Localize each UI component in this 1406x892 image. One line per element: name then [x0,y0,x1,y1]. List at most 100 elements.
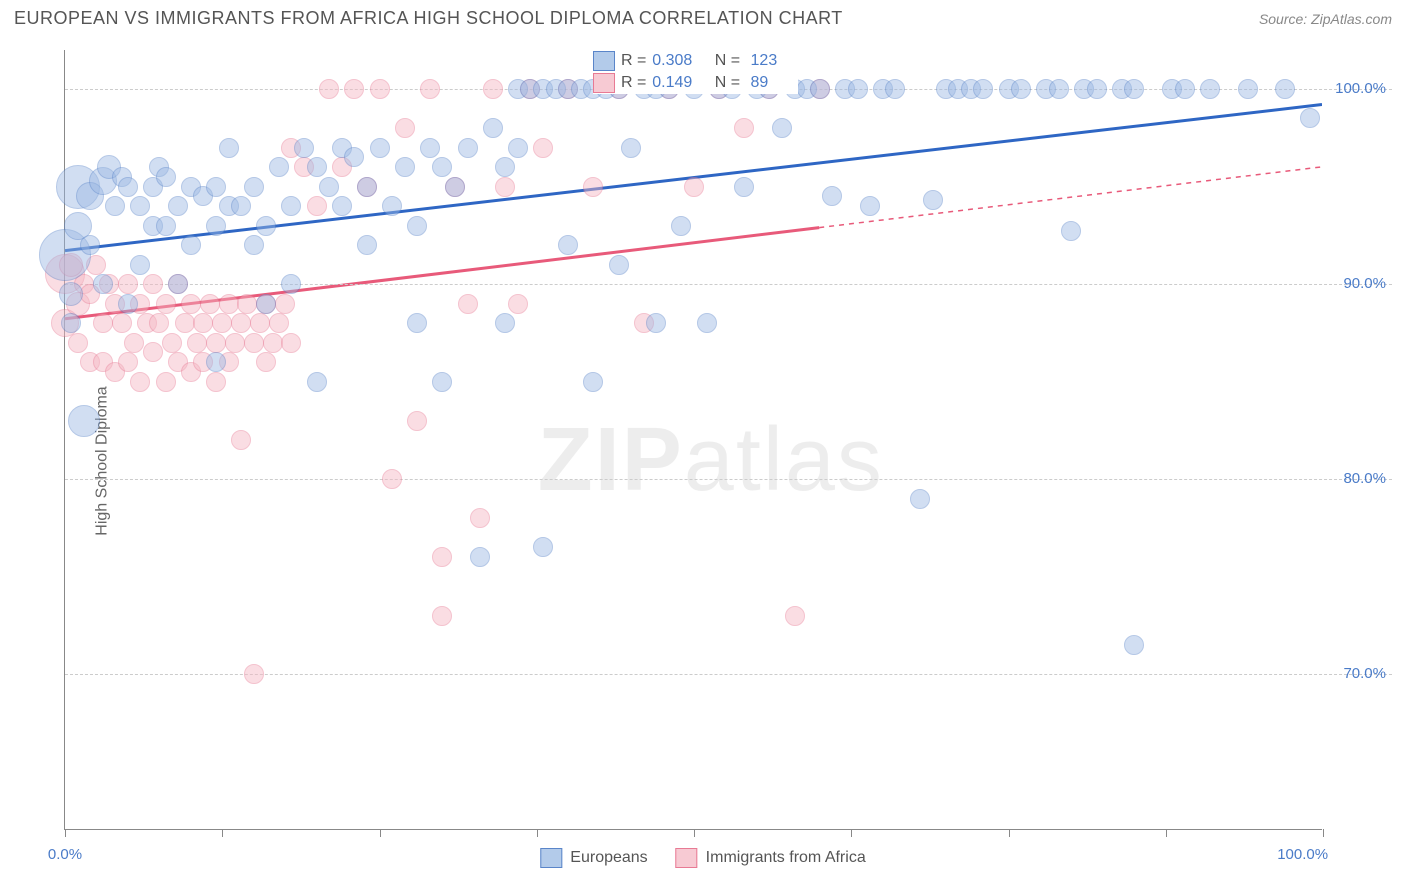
data-point [508,294,528,314]
chart-title: EUROPEAN VS IMMIGRANTS FROM AFRICA HIGH … [14,8,843,29]
data-point [923,190,943,210]
x-tick [222,829,223,837]
data-point [395,118,415,138]
data-point [1175,79,1195,99]
swatch-icon [593,51,615,71]
data-point [432,606,452,626]
data-point [407,411,427,431]
data-point [118,294,138,314]
series-legend: Europeans Immigrants from Africa [540,848,865,868]
data-point [495,313,515,333]
data-point [219,138,239,158]
data-point [187,333,207,353]
x-tick-label: 0.0% [48,846,82,863]
data-point [61,313,81,333]
data-point [609,255,629,275]
data-point [420,79,440,99]
data-point [332,196,352,216]
data-point [445,177,465,197]
data-point [256,294,276,314]
data-point [244,664,264,684]
data-point [734,177,754,197]
data-point [244,235,264,255]
data-point [1124,635,1144,655]
data-point [118,177,138,197]
stats-legend: R =0.308 N = 123R =0.149 N = 89 [593,50,798,94]
data-point [1300,108,1320,128]
data-point [772,118,792,138]
y-tick-label: 80.0% [1343,470,1386,487]
data-point [370,138,390,158]
data-point [244,333,264,353]
data-point [193,313,213,333]
x-tick [851,829,852,837]
data-point [697,313,717,333]
data-point [432,157,452,177]
data-point [1049,79,1069,99]
data-point [1087,79,1107,99]
data-point [80,235,100,255]
data-point [860,196,880,216]
x-tick [1323,829,1324,837]
data-point [319,79,339,99]
data-point [1238,79,1258,99]
data-point [458,138,478,158]
data-point [130,255,150,275]
data-point [734,118,754,138]
y-tick-label: 90.0% [1343,275,1386,292]
data-point [256,352,276,372]
data-point [307,372,327,392]
data-point [206,216,226,236]
stats-row: R =0.308 N = 123 [593,50,798,72]
data-point [508,138,528,158]
data-point [583,177,603,197]
data-point [533,138,553,158]
x-tick [694,829,695,837]
data-point [105,196,125,216]
data-point [281,196,301,216]
stat-r-value: 0.308 [652,52,704,70]
stat-n-value: 89 [746,74,798,92]
legend-label: Immigrants from Africa [706,849,866,867]
data-point [785,606,805,626]
data-point [621,138,641,158]
data-point [684,177,704,197]
data-point [206,352,226,372]
data-point [407,313,427,333]
data-point [1124,79,1144,99]
stat-r-label: R = [621,52,646,70]
data-point [59,282,83,306]
stats-row: R =0.149 N = 89 [593,72,798,94]
data-point [395,157,415,177]
data-point [281,274,301,294]
data-point [458,294,478,314]
data-point [118,274,138,294]
swatch-icon [540,848,562,868]
legend-item: Immigrants from Africa [676,848,866,868]
data-point [68,333,88,353]
data-point [973,79,993,99]
data-point [1061,221,1081,241]
swatch-icon [676,848,698,868]
data-point [382,196,402,216]
data-point [231,430,251,450]
legend-item: Europeans [540,848,647,868]
data-point [483,79,503,99]
trend-lines [65,50,1322,829]
trend-line-dashed [819,167,1322,228]
data-point [175,313,195,333]
data-point [250,313,270,333]
data-point [307,157,327,177]
plot-area: ZIPatlas R =0.308 N = 123R =0.149 N = 89… [64,50,1322,830]
data-point [344,79,364,99]
data-point [1011,79,1031,99]
data-point [1275,79,1295,99]
data-point [533,537,553,557]
data-point [307,196,327,216]
stat-n-label: N = [710,52,740,70]
data-point [181,235,201,255]
gridline [65,674,1392,675]
data-point [244,177,264,197]
data-point [68,405,100,437]
data-point [231,196,251,216]
